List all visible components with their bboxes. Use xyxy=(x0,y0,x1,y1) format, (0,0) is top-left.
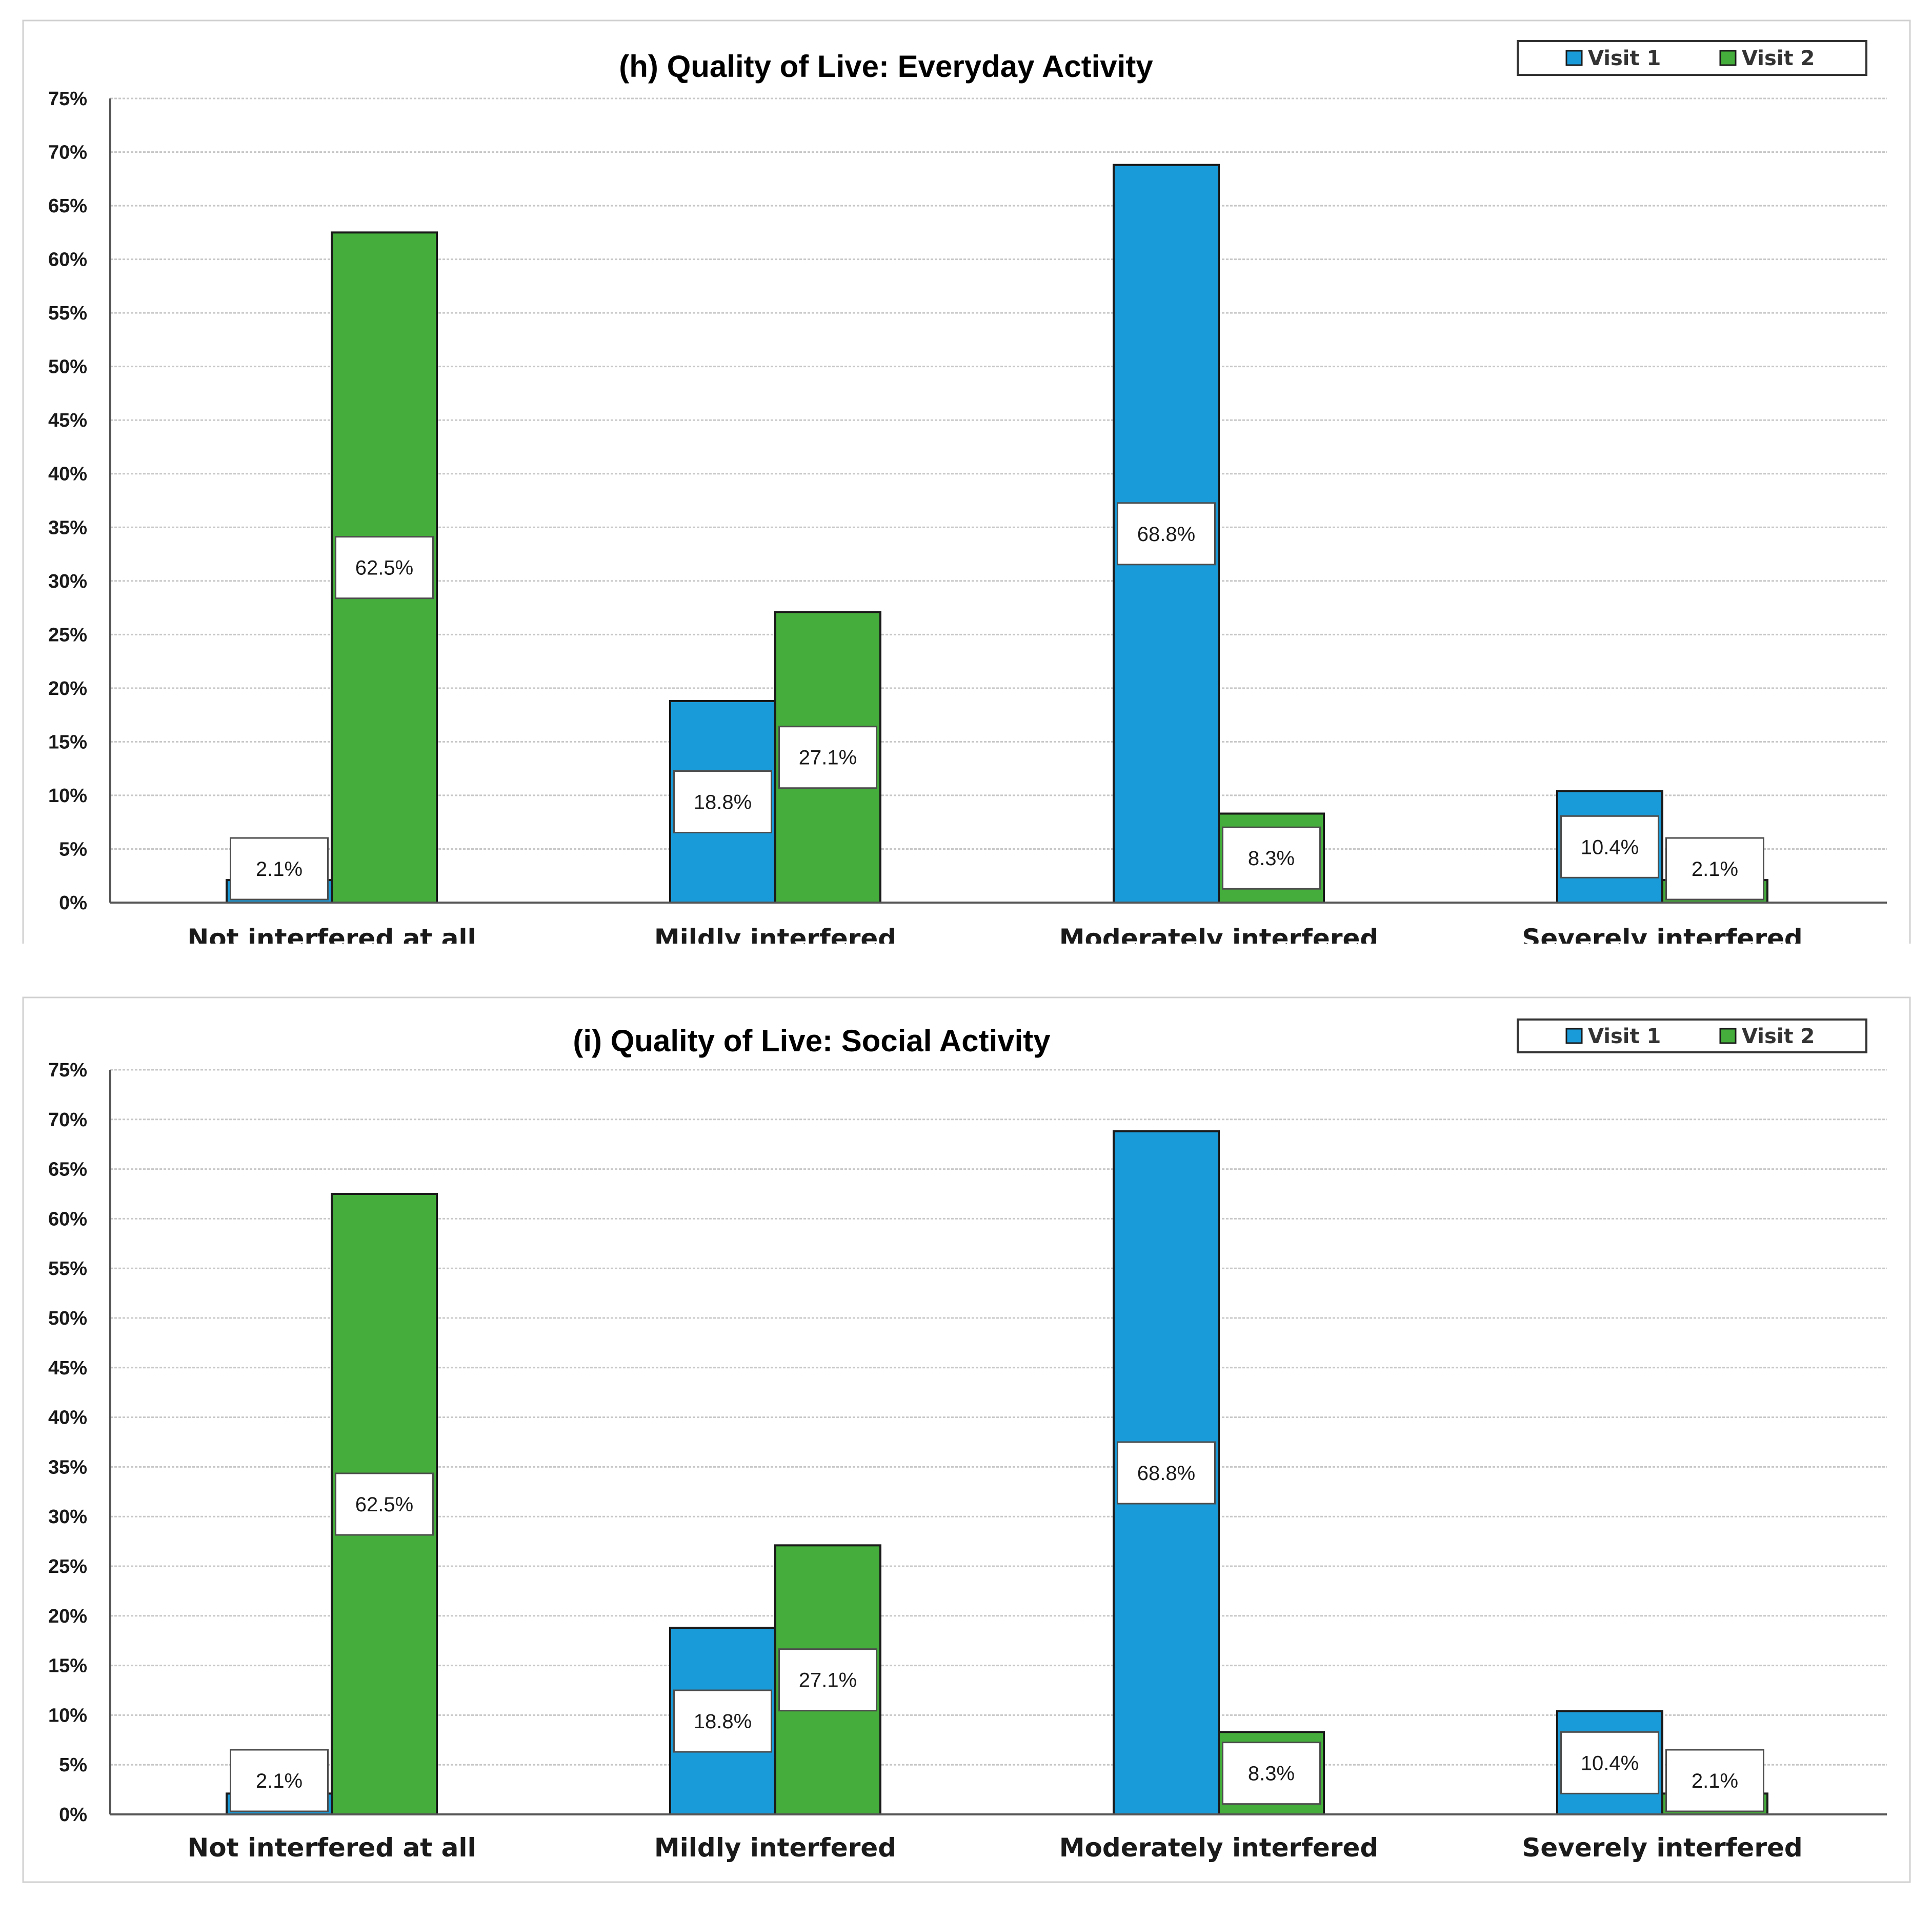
value-label: 68.8% xyxy=(1137,523,1195,546)
legend-label: Visit 2 xyxy=(1742,1025,1815,1048)
value-label-box xyxy=(1665,837,1764,901)
value-label: 2.1% xyxy=(1692,858,1738,881)
value-label: 8.3% xyxy=(1248,1763,1295,1785)
y-tick-label: 0% xyxy=(59,1804,87,1826)
y-tick-label: 55% xyxy=(48,303,87,324)
chart-title: (h) Quality of Live: Everyday Activity xyxy=(619,49,1153,84)
legend-label: Visit 1 xyxy=(1588,47,1661,70)
value-label: 27.1% xyxy=(799,747,857,769)
value-label-box xyxy=(230,1749,329,1812)
y-tick-label: 5% xyxy=(59,1754,87,1776)
value-label: 2.1% xyxy=(256,858,303,881)
value-label-box xyxy=(230,837,329,901)
category-label: Not interfered at all xyxy=(187,924,476,944)
value-label-box xyxy=(1117,502,1216,566)
value-labels: 2.1% 62.5% 18.8% 27.1% 68.8% 8.3% 10.4% 2.1% xyxy=(230,1441,1764,1812)
y-tick-label: 60% xyxy=(48,1208,87,1230)
value-label-box xyxy=(1222,1742,1321,1805)
value-label: 68.8% xyxy=(1137,1462,1195,1485)
y-tick-label: 15% xyxy=(48,1655,87,1677)
value-labels: 2.1% 62.5% 18.8% 27.1% 68.8% 8.3% 10.4% 2.1% xyxy=(230,502,1764,901)
chart-everyday-activity: (h) Quality of Live: Everyday Activity 0… xyxy=(22,19,1911,944)
y-tick-label: 10% xyxy=(48,785,87,807)
value-label-box xyxy=(1665,1749,1764,1812)
category-label: Mildly interfered xyxy=(654,924,896,944)
y-tick-label: 10% xyxy=(48,1705,87,1726)
value-label: 2.1% xyxy=(256,1770,303,1792)
y-tick-label: 70% xyxy=(48,142,87,164)
legend-swatch xyxy=(1565,50,1583,66)
value-label-box xyxy=(778,726,877,789)
y-tick-label: 45% xyxy=(48,410,87,431)
y-tick-label: 35% xyxy=(48,1456,87,1478)
y-tick-label: 5% xyxy=(59,838,87,860)
chart-panel-social: (i) Quality of Live: Social Activity 0% 5… xyxy=(0,974,1932,1918)
value-label: 10.4% xyxy=(1581,1752,1639,1774)
category-label: Moderately interfered xyxy=(1059,924,1378,944)
y-tick-label: 70% xyxy=(48,1109,87,1131)
category-label: Severely interfered xyxy=(1522,1833,1802,1863)
chart-panel-everyday: (h) Quality of Live: Everyday Activity 0… xyxy=(0,0,1932,944)
y-tick-label: 45% xyxy=(48,1357,87,1379)
y-tick-label: 65% xyxy=(48,1159,87,1181)
y-tick-label: 35% xyxy=(48,517,87,538)
category-label: Moderately interfered xyxy=(1059,1833,1378,1863)
value-label: 27.1% xyxy=(799,1669,857,1692)
y-tick-label: 25% xyxy=(48,624,87,646)
chart-title: (i) Quality of Live: Social Activity xyxy=(573,1024,1051,1058)
axes xyxy=(109,1070,1887,1815)
value-label: 10.4% xyxy=(1581,836,1639,858)
category-labels: Not interfered at all Mildly interfered Mo… xyxy=(187,1833,1802,1863)
value-label-box xyxy=(1117,1441,1216,1505)
y-tick-label: 55% xyxy=(48,1258,87,1280)
value-label-box xyxy=(778,1648,877,1712)
y-tick-label: 75% xyxy=(48,1060,87,1081)
y-tick-label: 75% xyxy=(48,88,87,110)
category-label: Mildly interfered xyxy=(654,1833,896,1863)
legend-label: Visit 2 xyxy=(1742,47,1815,70)
y-tick-label: 40% xyxy=(48,1407,87,1429)
legend-label: Visit 1 xyxy=(1588,1025,1661,1048)
y-tick-label: 20% xyxy=(48,678,87,700)
value-label-box xyxy=(335,1472,434,1536)
y-tick-label: 30% xyxy=(48,1506,87,1528)
value-label: 18.8% xyxy=(694,1710,752,1733)
y-tick-label: 50% xyxy=(48,1308,87,1329)
value-label-box xyxy=(673,1689,772,1753)
value-label-box xyxy=(1560,1731,1659,1794)
y-tick-label: 40% xyxy=(48,464,87,485)
value-label: 62.5% xyxy=(355,1493,413,1516)
value-label-box xyxy=(1222,826,1321,890)
y-tick-label: 0% xyxy=(59,892,87,914)
legend-swatch xyxy=(1719,50,1737,66)
value-label-box xyxy=(1560,815,1659,878)
y-axis-ticks: 0% 5% 10% 15% 20% 25% 30% 35% 40% 45% 50% 55% 60% 65%… xyxy=(48,88,87,914)
value-label: 2.1% xyxy=(1692,1770,1738,1792)
y-tick-label: 60% xyxy=(48,249,87,271)
value-label: 62.5% xyxy=(355,557,413,580)
legend: Visit 1 Visit 2 xyxy=(1517,1018,1867,1053)
y-tick-label: 50% xyxy=(48,356,87,378)
y-tick-label: 65% xyxy=(48,195,87,217)
legend: Visit 1 Visit 2 xyxy=(1517,40,1867,76)
category-label: Not interfered at all xyxy=(187,1833,476,1863)
chart-social-activity: (i) Quality of Live: Social Activity 0% 5… xyxy=(22,996,1911,1883)
category-labels: Not interfered at all Mildly interfered Mo… xyxy=(187,924,1802,944)
axes xyxy=(109,98,1887,904)
y-tick-label: 25% xyxy=(48,1556,87,1577)
y-tick-label: 20% xyxy=(48,1606,87,1627)
value-label: 18.8% xyxy=(694,791,752,813)
value-label: 8.3% xyxy=(1248,847,1295,870)
y-axis-ticks: 0% 5% 10% 15% 20% 25% 30% 35% 40% 45% 50% 55% 60% 65%… xyxy=(48,1060,87,1826)
legend-swatch xyxy=(1719,1028,1737,1044)
value-label-box xyxy=(335,536,434,600)
y-tick-label: 15% xyxy=(48,731,87,753)
y-tick-label: 30% xyxy=(48,571,87,592)
category-label: Severely interfered xyxy=(1522,924,1802,944)
value-label-box xyxy=(673,770,772,833)
legend-swatch xyxy=(1565,1028,1583,1044)
